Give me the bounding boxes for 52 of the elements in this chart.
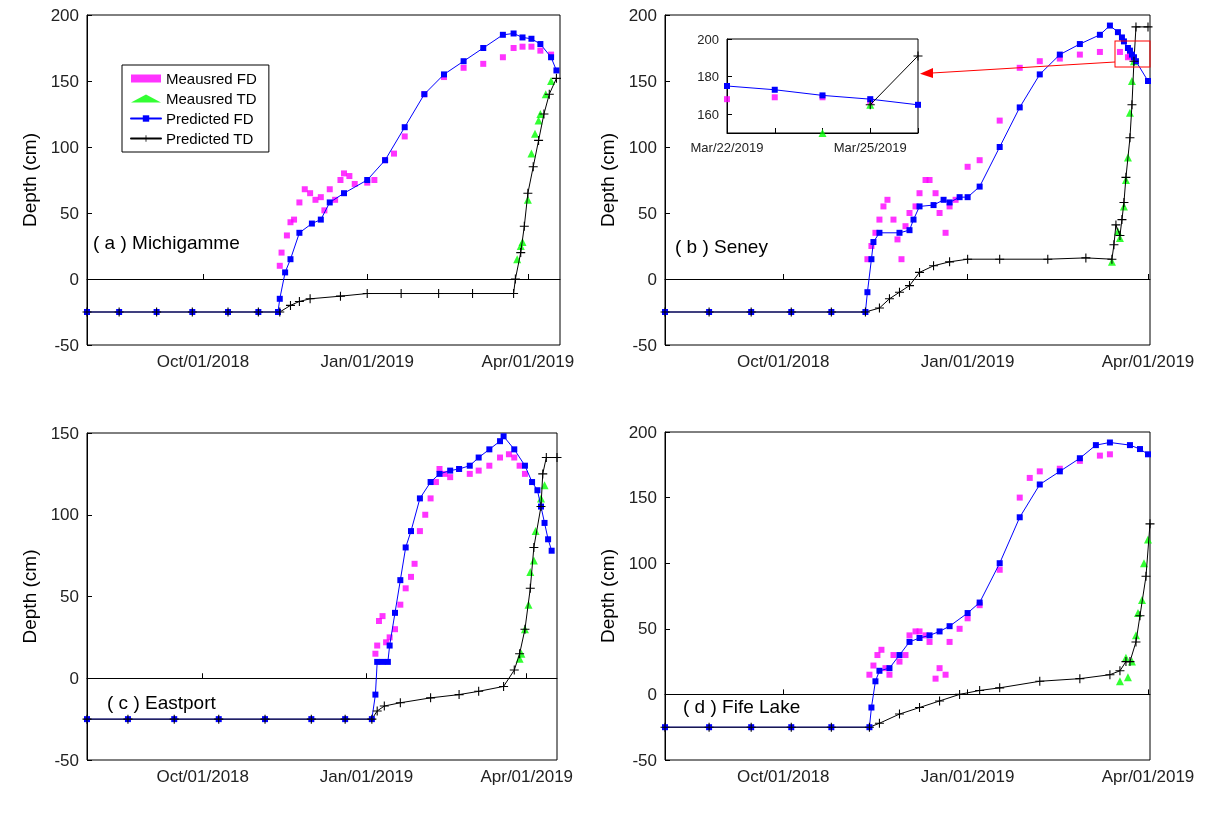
y-tick-label: 200 xyxy=(697,31,719,47)
legend-label: Predicted TD xyxy=(166,130,254,147)
y-tick-label: 200 xyxy=(628,5,657,25)
x-tick-label: Oct/01/2018 xyxy=(156,767,250,786)
annotation: ( d ) Fife Lake xyxy=(683,696,801,717)
x-tick-label: Apr/01/2019 xyxy=(481,352,575,371)
y-tick-label: 0 xyxy=(647,269,657,289)
y-tick-label: 150 xyxy=(50,423,79,443)
x-tick-label: Jan/01/2019 xyxy=(320,352,415,371)
y-tick-label: 150 xyxy=(628,71,657,91)
x-tick-label: Jan/01/2019 xyxy=(319,767,414,786)
y-tick-label: 160 xyxy=(697,106,719,122)
y-tick-label: 150 xyxy=(628,488,657,508)
y-axis-title: Depth (cm) xyxy=(19,133,40,227)
x-tick-label: Mar/25/2019 xyxy=(833,140,907,155)
y-axis-title: Depth (cm) xyxy=(597,549,618,643)
y-tick-label: 100 xyxy=(50,505,79,525)
y-axis-title: Depth (cm) xyxy=(19,549,40,644)
x-tick-label: Oct/01/2018 xyxy=(736,767,830,786)
y-tick-label: 0 xyxy=(647,684,657,704)
y-tick-label: 200 xyxy=(50,5,79,25)
x-tick-label: Apr/01/2019 xyxy=(1101,352,1195,371)
y-tick-label: 0 xyxy=(69,269,79,289)
x-tick-label: Apr/01/2019 xyxy=(1101,767,1195,786)
annotation: ( a ) Michigamme xyxy=(93,232,240,253)
y-tick-label: -50 xyxy=(632,750,657,770)
legend-label: Meausred TD xyxy=(166,90,257,107)
y-tick-label: 200 xyxy=(628,422,657,442)
annotation: ( b ) Seney xyxy=(675,236,769,257)
y-tick-label: 50 xyxy=(638,203,657,223)
legend-label: Predicted FD xyxy=(166,110,254,127)
y-tick-label: 0 xyxy=(69,668,79,688)
y-tick-label: 180 xyxy=(697,69,719,85)
y-tick-label: 50 xyxy=(60,587,79,606)
x-tick-label: Apr/01/2019 xyxy=(480,767,574,786)
x-tick-label: Oct/01/2018 xyxy=(736,352,830,371)
y-tick-label: 50 xyxy=(60,203,79,223)
y-tick-label: -50 xyxy=(54,750,79,770)
x-tick-label: Jan/01/2019 xyxy=(920,352,1015,371)
x-tick-label: Mar/22/2019 xyxy=(690,140,764,155)
x-tick-label: Jan/01/2019 xyxy=(920,767,1015,786)
y-axis-title: Depth (cm) xyxy=(597,133,618,227)
x-tick-label: Oct/01/2018 xyxy=(156,352,250,371)
y-tick-label: -50 xyxy=(54,335,79,355)
y-tick-label: 150 xyxy=(50,71,79,91)
y-tick-label: -50 xyxy=(632,335,657,355)
y-tick-label: 50 xyxy=(638,619,657,639)
y-tick-label: 100 xyxy=(628,137,657,157)
annotation: ( c ) Eastport xyxy=(107,692,217,713)
y-tick-label: 100 xyxy=(50,137,79,157)
y-tick-label: 100 xyxy=(628,553,657,573)
legend-label: Meausred FD xyxy=(166,70,258,87)
